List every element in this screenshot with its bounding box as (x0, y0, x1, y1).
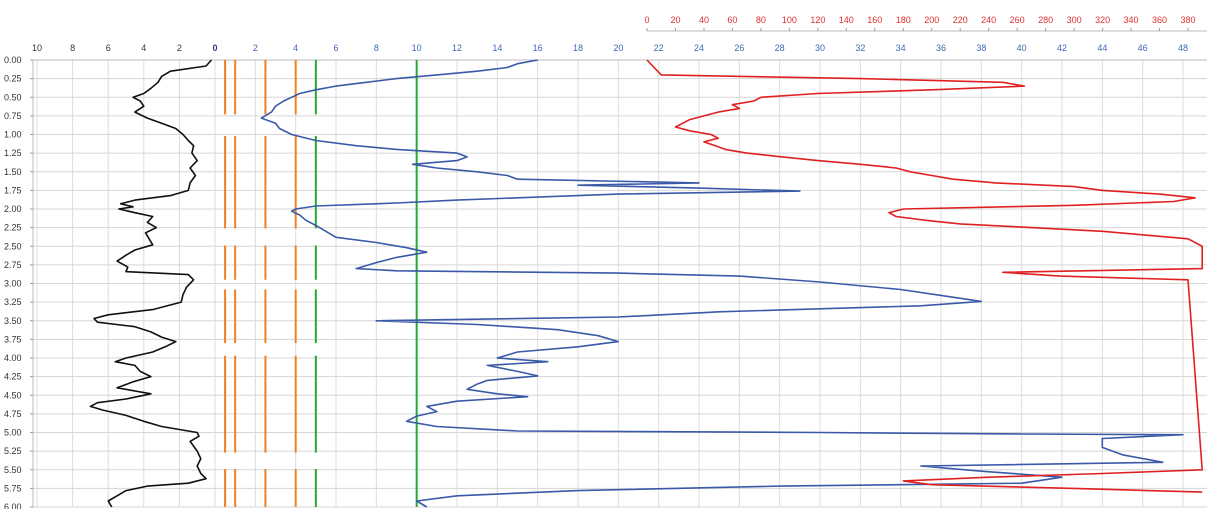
black-axis-tick-label: 2 (177, 43, 182, 53)
red-axis-tick-label: 140 (839, 15, 854, 25)
red-axis-tick-label: 240 (981, 15, 996, 25)
top-x-axis-red: 0 20 40 60 80 100 120 140 160 180 200 220 240 260 280 3… (644, 15, 1207, 32)
red-axis-tick-label: 180 (896, 15, 911, 25)
blue-axis-tick-label: 16 (533, 43, 543, 53)
depth-tick-label: 0.25 (4, 74, 22, 84)
blue-axis-tick-label: 44 (1097, 43, 1107, 53)
red-axis-tick-label: 220 (953, 15, 968, 25)
red-axis-tick-label: 0 (644, 15, 649, 25)
blue-axis-tick-label: 4 (293, 43, 298, 53)
red-axis-tick-label: 200 (924, 15, 939, 25)
red-axis-tick-label: 100 (782, 15, 797, 25)
depth-tick-label: 5.75 (4, 483, 22, 493)
red-axis-tick-label: 380 (1180, 15, 1195, 25)
depth-tick-label: 1.50 (4, 167, 22, 177)
blue-axis-tick-label: 32 (855, 43, 865, 53)
blue-axis-tick-label: 22 (654, 43, 664, 53)
black-axis-tick-label: 4 (141, 43, 146, 53)
blue-axis-tick-label: 20 (613, 43, 623, 53)
red-axis-tick-label: 280 (1038, 15, 1053, 25)
blue-axis-tick-label: 10 (412, 43, 422, 53)
blue-axis-tick-label: 24 (694, 43, 704, 53)
blue-axis-tick-label: 42 (1057, 43, 1067, 53)
black-axis-tick-label: 8 (70, 43, 75, 53)
depth-tick-label: 4.75 (4, 409, 22, 419)
series-line-blue (260, 59, 1184, 508)
blue-axis-tick-label: 36 (936, 43, 946, 53)
depth-tick-label: 4.50 (4, 390, 22, 400)
red-axis-tick-label: 60 (727, 15, 737, 25)
depth-tick-label: 4.00 (4, 353, 22, 363)
red-axis-tick-label: 300 (1067, 15, 1082, 25)
depth-tick-label: 3.25 (4, 297, 22, 307)
red-axis-tick-label: 360 (1152, 15, 1167, 25)
blue-axis-tick-label: 12 (452, 43, 462, 53)
red-axis-tick-label: 340 (1124, 15, 1139, 25)
depth-tick-label: 5.25 (4, 446, 22, 456)
reference-lines (224, 60, 418, 507)
red-axis-tick-label: 320 (1095, 15, 1110, 25)
blue-axis-tick-label: 38 (976, 43, 986, 53)
depth-tick-label: 2.75 (4, 260, 22, 270)
blue-axis-tick-label: 18 (573, 43, 583, 53)
blue-axis-tick-label: 14 (492, 43, 502, 53)
red-axis-tick-label: 20 (670, 15, 680, 25)
blue-axis-tick-label: 28 (775, 43, 785, 53)
depth-tick-label: 5.00 (4, 428, 22, 438)
depth-tick-label: 1.25 (4, 148, 22, 158)
blue-axis-tick-label: 34 (896, 43, 906, 53)
depth-axis: 0.00 0.25 0.50 0.75 1.00 1.25 1.50 1.75 2.00 2.25… (4, 55, 33, 509)
depth-tick-label: 0.75 (4, 111, 22, 121)
depth-tick-label: 2.50 (4, 241, 22, 251)
depth-tick-label: 2.00 (4, 204, 22, 214)
depth-tick-label: 3.00 (4, 279, 22, 289)
data-series (89, 59, 1203, 508)
depth-tick-label: 5.50 (4, 465, 22, 475)
black-axis-tick-label: 10 (32, 43, 42, 53)
red-axis-tick-label: 120 (810, 15, 825, 25)
blue-axis-tick-label: 2 (253, 43, 258, 53)
depth-tick-label: 0.50 (4, 92, 22, 102)
depth-tick-label: 0.00 (4, 55, 22, 65)
blue-axis-tick-label: 8 (374, 43, 379, 53)
depth-tick-label: 6.00 (4, 502, 22, 509)
top-x-axis-main: 10 8 6 4 2 0 2 4 6 8 10 12 14 16 18 20 22 24 26 28 30 32 34 36 3… (32, 43, 1188, 53)
red-axis-tick-label: 260 (1010, 15, 1025, 25)
blue-axis-tick-label: 46 (1138, 43, 1148, 53)
black-axis-tick-label: 0 (212, 43, 217, 53)
red-axis-tick-label: 160 (867, 15, 882, 25)
depth-tick-label: 2.25 (4, 223, 22, 233)
series-line-red (646, 59, 1203, 493)
horizontal-gridlines (32, 59, 1207, 508)
depth-tick-label: 1.00 (4, 130, 22, 140)
red-axis-tick-label: 80 (756, 15, 766, 25)
series-line-black (89, 59, 212, 508)
blue-axis-tick-label: 48 (1178, 43, 1188, 53)
blue-axis-tick-label: 26 (734, 43, 744, 53)
blue-axis-tick-label: 40 (1017, 43, 1027, 53)
depth-tick-label: 4.25 (4, 372, 22, 382)
depth-tick-label: 1.75 (4, 185, 22, 195)
black-axis-tick-label: 6 (106, 43, 111, 53)
depth-tick-label: 3.75 (4, 334, 22, 344)
red-axis-tick-label: 40 (699, 15, 709, 25)
blue-axis-tick-label: 30 (815, 43, 825, 53)
depth-tick-label: 3.50 (4, 316, 22, 326)
blue-axis-tick-label: 6 (333, 43, 338, 53)
